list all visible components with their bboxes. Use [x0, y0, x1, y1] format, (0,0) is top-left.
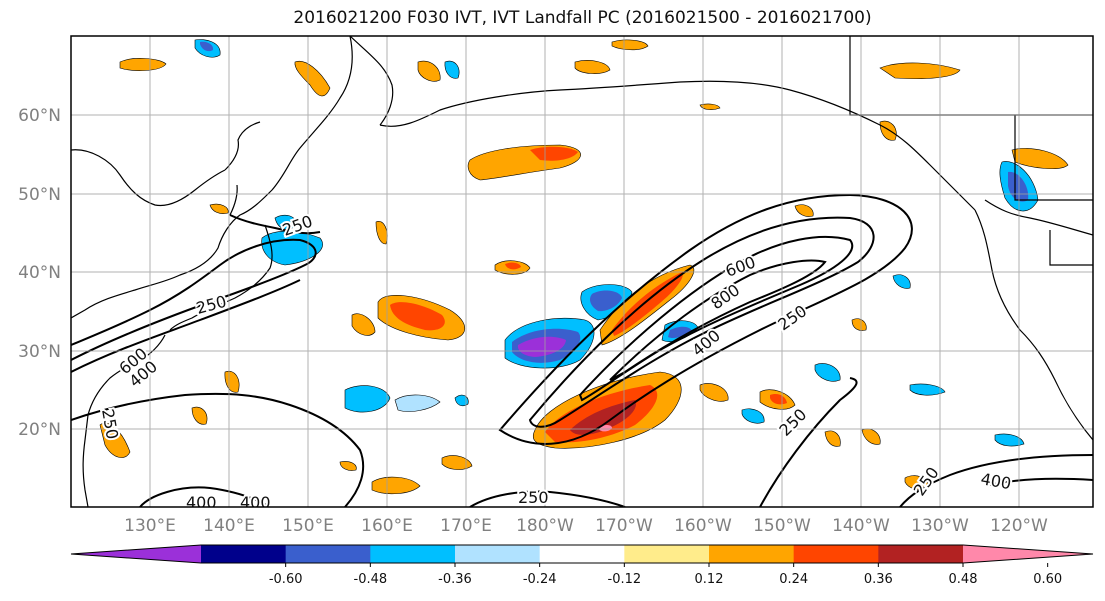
longitude-labels: 130°E 140°E 150°E 160°E 170°E 180°W 170°…: [124, 516, 1048, 536]
lon-label: 150°E: [282, 516, 334, 536]
lon-label: 140°E: [203, 516, 255, 536]
lon-label: 180°W: [516, 516, 574, 536]
colorbar-tick-label: -0.24: [523, 572, 557, 587]
shaded-anomalies: [99, 39, 1069, 495]
colorbar-tick-label: -0.12: [608, 572, 642, 587]
colorbar-segment: [201, 545, 287, 563]
lon-label: 170°W: [595, 516, 653, 536]
colorbar-segment: [285, 545, 371, 563]
colorbar-segment: [878, 545, 964, 563]
colorbar-segment: [624, 545, 710, 563]
lat-label: 20°N: [18, 420, 61, 440]
lon-label: 130°W: [911, 516, 969, 536]
colorbar-tick-label: 0.48: [949, 572, 978, 587]
colorbar-tick-label: -0.48: [354, 572, 388, 587]
map-title: 2016021200 F030 IVT, IVT Landfall PC (20…: [293, 8, 872, 28]
colorbar-tick-label: 0.12: [695, 572, 724, 587]
map-frame: [70, 35, 1094, 508]
contour-label: 250: [518, 488, 549, 507]
colorbar-tick-label: -0.36: [438, 572, 472, 587]
lat-label: 50°N: [18, 185, 61, 205]
gridlines: [71, 36, 1093, 507]
colorbar-outline: [70, 544, 1094, 564]
lon-label: 140°W: [832, 516, 890, 536]
colorbar-segment: [709, 545, 795, 563]
colorbar-segment: [793, 545, 879, 563]
lon-label: 160°E: [361, 516, 413, 536]
lat-label: 40°N: [18, 263, 61, 283]
contour-label: 400: [240, 493, 271, 512]
colorbar: -0.60 -0.48 -0.36 -0.24 -0.12 0.12 0.24 0.36 0.4…: [70, 544, 1094, 587]
latitude-labels: 60°N 50°N 40°N 30°N 20°N: [18, 106, 61, 440]
colorbar-segment: [370, 545, 456, 563]
colorbar-segment: [539, 545, 625, 563]
contour-label: 400: [186, 493, 217, 512]
lon-label: 150°W: [753, 516, 811, 536]
colorbar-extend-low: [71, 545, 201, 563]
colorbar-tick-label: 0.36: [864, 572, 893, 587]
colorbar-tick-label: -0.60: [269, 572, 303, 587]
colorbar-extend-high: [963, 545, 1093, 563]
lon-label: 170°E: [440, 516, 492, 536]
lat-label: 30°N: [18, 342, 61, 362]
colorbar-segment: [455, 545, 541, 563]
lat-label: 60°N: [18, 106, 61, 126]
colorbar-tick-label: 0.24: [779, 572, 808, 587]
lon-label: 120°W: [990, 516, 1048, 536]
colorbar-tick-label: 0.60: [1033, 572, 1062, 587]
lon-label: 160°W: [674, 516, 732, 536]
lon-label: 130°E: [124, 516, 176, 536]
